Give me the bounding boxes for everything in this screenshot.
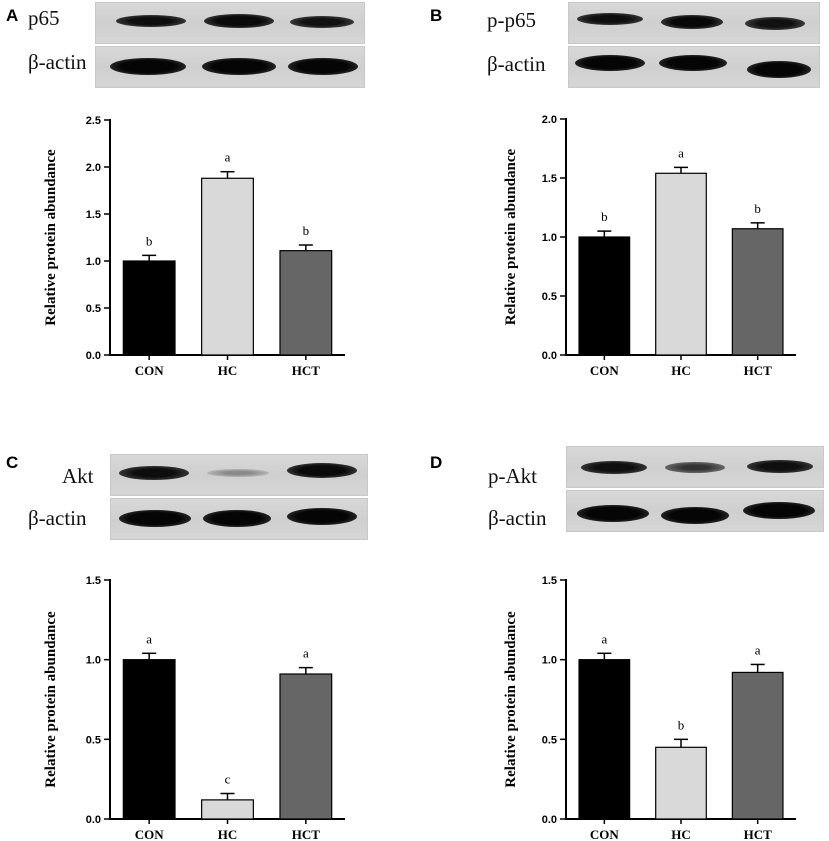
western-blot-beta-actin-a	[95, 46, 365, 88]
significance-letter: a	[303, 646, 309, 661]
y-axis-label: Relative protein abundance	[43, 149, 59, 326]
y-tick-label: 0.0	[86, 350, 101, 362]
significance-letter: c	[225, 772, 231, 787]
bar	[279, 673, 333, 820]
x-tick-label: HCT	[292, 827, 321, 841]
bar	[201, 177, 254, 356]
blot-label-p-akt: p-Akt	[488, 464, 537, 488]
y-tick-label: 1.5	[542, 575, 557, 587]
x-tick-label: HC	[218, 827, 238, 841]
significance-letter: a	[755, 642, 761, 657]
significance-letter: a	[678, 145, 684, 160]
y-tick-label: 0.5	[86, 734, 101, 746]
y-tick-label: 2.0	[86, 162, 101, 174]
significance-letter: a	[146, 631, 152, 646]
x-tick-label: CON	[135, 363, 165, 378]
y-tick-label: 1.5	[542, 173, 557, 185]
y-axis-label: Relative protein abundance	[43, 611, 59, 788]
y-tick-label: 1.5	[86, 209, 101, 221]
bar	[731, 671, 784, 820]
blot-label-p-p65: p-p65	[487, 8, 536, 32]
y-tick-label: 1.0	[86, 655, 101, 667]
y-tick-label: 1.0	[542, 232, 557, 244]
blot-label-beta-actin-b: β-actin	[487, 52, 546, 76]
significance-letter: a	[601, 631, 607, 646]
y-axis-label: Relative protein abundance	[503, 611, 519, 788]
western-blot-p-p65	[568, 2, 820, 44]
x-tick-label: HC	[671, 827, 691, 841]
y-tick-label: 0.0	[542, 350, 557, 362]
bar	[655, 172, 707, 356]
y-tick-label: 1.0	[542, 655, 557, 667]
significance-letter: b	[601, 209, 608, 224]
western-blot-beta-actin-c	[110, 498, 368, 540]
y-axis-label: Relative protein abundance	[503, 148, 519, 325]
panel-letter-b: B	[430, 6, 443, 25]
y-tick-label: 2.5	[86, 115, 101, 127]
panel-letter-d: D	[430, 453, 443, 472]
significance-letter: b	[303, 223, 310, 238]
western-blot-akt	[110, 454, 368, 496]
bar	[731, 228, 784, 356]
y-tick-label: 1.0	[86, 256, 101, 268]
y-tick-label: 2.0	[542, 114, 557, 126]
bar	[122, 659, 176, 820]
y-tick-label: 0.5	[86, 303, 101, 315]
western-blot-beta-actin-d	[566, 490, 824, 532]
blot-label-beta-actin-d: β-actin	[488, 506, 547, 530]
x-tick-label: CON	[135, 827, 165, 841]
western-blot-p-akt	[566, 446, 824, 488]
blot-label-p65: p65	[28, 6, 60, 30]
bar	[122, 260, 176, 356]
blot-label-beta-actin-a: β-actin	[28, 50, 87, 74]
y-tick-label: 0.0	[86, 814, 101, 826]
y-tick-label: 0.5	[542, 734, 557, 746]
x-tick-label: HC	[671, 363, 691, 378]
panel-letter-a: A	[6, 6, 19, 25]
bar	[279, 250, 333, 356]
y-tick-label: 0.5	[542, 291, 557, 303]
x-tick-label: HC	[218, 363, 238, 378]
western-blot-beta-actin-b	[568, 46, 820, 88]
bar	[578, 659, 631, 820]
y-tick-label: 1.5	[86, 575, 101, 587]
significance-letter: b	[146, 233, 153, 248]
significance-letter: b	[678, 717, 685, 732]
y-tick-label: 0.0	[542, 814, 557, 826]
x-tick-label: CON	[590, 363, 620, 378]
x-tick-label: CON	[590, 827, 620, 841]
blot-label-beta-actin-c: β-actin	[28, 506, 87, 530]
bar	[578, 236, 631, 356]
significance-letter: a	[225, 150, 231, 165]
panel-letter-c: C	[6, 453, 19, 472]
western-blot-p65	[95, 2, 365, 44]
significance-letter: b	[754, 201, 761, 216]
bar	[655, 746, 707, 820]
blot-label-akt: Akt	[62, 464, 94, 488]
x-tick-label: HCT	[744, 827, 773, 841]
x-tick-label: HCT	[292, 363, 321, 378]
x-tick-label: HCT	[744, 363, 773, 378]
